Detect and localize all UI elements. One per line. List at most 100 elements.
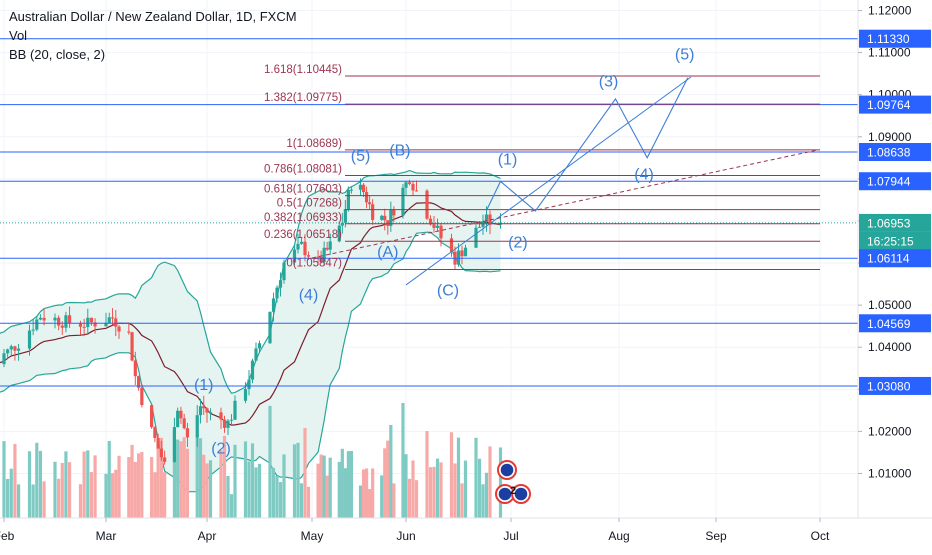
candle-body[interactable]: [38, 317, 43, 320]
price-tag[interactable]: [859, 95, 931, 114]
candle-body[interactable]: [383, 215, 387, 221]
candle-body[interactable]: [343, 209, 347, 223]
candle-body[interactable]: [172, 427, 177, 462]
price-tag[interactable]: [859, 29, 931, 48]
candle-body[interactable]: [346, 189, 350, 210]
candle-body[interactable]: [435, 225, 440, 228]
candle-body[interactable]: [67, 315, 72, 324]
candle-body[interactable]: [361, 184, 366, 193]
candle-body[interactable]: [337, 225, 341, 242]
candle-body[interactable]: [296, 243, 300, 250]
candle-body[interactable]: [278, 280, 283, 288]
candle-body[interactable]: [53, 317, 57, 321]
candle-body[interactable]: [78, 323, 83, 327]
wave-projection-path[interactable]: [486, 77, 689, 212]
candle-body[interactable]: [425, 190, 429, 219]
price-tag[interactable]: [859, 213, 931, 232]
candle-body[interactable]: [275, 287, 279, 299]
candle-body[interactable]: [407, 182, 412, 184]
candle-body[interactable]: [195, 415, 199, 438]
price-tag[interactable]: [859, 314, 931, 333]
candle-body[interactable]: [340, 222, 344, 226]
candle-body[interactable]: [107, 317, 111, 323]
candle-body[interactable]: [449, 238, 454, 252]
candle-body[interactable]: [27, 330, 32, 349]
volume-indicator-label[interactable]: Vol: [9, 28, 28, 43]
trendline[interactable]: [405, 76, 692, 286]
candle-body[interactable]: [371, 204, 375, 220]
candle-body[interactable]: [182, 418, 186, 429]
candle-body[interactable]: [2, 353, 6, 365]
candle-body[interactable]: [229, 419, 234, 421]
candle-body[interactable]: [140, 387, 144, 405]
candle-body[interactable]: [136, 376, 141, 388]
candle-body[interactable]: [474, 227, 478, 248]
candle-body[interactable]: [414, 190, 419, 192]
candle-body[interactable]: [306, 255, 311, 257]
candle-body[interactable]: [477, 226, 482, 228]
price-tag[interactable]: [859, 376, 931, 395]
candle-body[interactable]: [163, 457, 167, 462]
candle-body[interactable]: [404, 182, 408, 188]
candle-body[interactable]: [42, 317, 46, 321]
candle-body[interactable]: [35, 319, 39, 330]
candle-body[interactable]: [82, 326, 86, 328]
trendline[interactable]: [311, 149, 817, 259]
candle-body[interactable]: [205, 408, 209, 413]
candle-body[interactable]: [185, 428, 190, 438]
candle-body[interactable]: [257, 343, 262, 349]
candle-body[interactable]: [64, 315, 68, 328]
symbol-title[interactable]: Australian Dollar / New Zealand Dollar, …: [9, 9, 297, 24]
candle-body[interactable]: [319, 256, 323, 263]
candle-body[interactable]: [247, 379, 251, 390]
candle-body[interactable]: [268, 311, 272, 344]
price-tag[interactable]: [859, 143, 931, 162]
candle-body[interactable]: [254, 348, 258, 361]
candle-body[interactable]: [328, 241, 332, 250]
candle-body[interactable]: [358, 184, 363, 190]
price-tag[interactable]: [859, 172, 931, 191]
candle-body[interactable]: [104, 322, 108, 327]
candle-body[interactable]: [349, 189, 354, 191]
candle-body[interactable]: [364, 192, 369, 203]
candle-body[interactable]: [133, 360, 137, 377]
candle-body[interactable]: [325, 247, 329, 250]
candle-body[interactable]: [110, 317, 115, 319]
candle-body[interactable]: [439, 225, 443, 239]
candle-body[interactable]: [411, 183, 415, 191]
candle-body[interactable]: [250, 360, 255, 380]
candle-body[interactable]: [222, 419, 227, 428]
candle-body[interactable]: [117, 326, 121, 332]
candle-body[interactable]: [303, 241, 307, 256]
candle-body[interactable]: [282, 262, 286, 281]
candle-body[interactable]: [463, 247, 468, 257]
candle-body[interactable]: [292, 249, 297, 263]
candle-body[interactable]: [401, 187, 405, 216]
bollinger-indicator-label[interactable]: BB (20, close, 2): [9, 47, 106, 62]
candle-body[interactable]: [233, 400, 237, 420]
candle-body[interactable]: [130, 332, 134, 361]
candle-body[interactable]: [198, 406, 203, 416]
candle-body[interactable]: [456, 250, 461, 265]
price-axis-panel[interactable]: [858, 0, 932, 550]
candle-body[interactable]: [299, 241, 304, 244]
candle-body[interactable]: [428, 218, 433, 225]
candle-body[interactable]: [368, 202, 372, 205]
candle-body[interactable]: [57, 317, 61, 326]
candle-body[interactable]: [226, 420, 230, 428]
candle-body[interactable]: [481, 222, 485, 227]
candle-body[interactable]: [219, 412, 223, 420]
candle-body[interactable]: [179, 410, 183, 419]
candle-body[interactable]: [127, 331, 131, 333]
candle-body[interactable]: [153, 427, 157, 439]
candle-body[interactable]: [432, 224, 436, 228]
candle-body[interactable]: [13, 346, 17, 351]
candle-body[interactable]: [380, 215, 384, 220]
candle-body[interactable]: [16, 348, 21, 351]
candle-body[interactable]: [114, 318, 118, 327]
candle-body[interactable]: [9, 346, 13, 350]
candle-body[interactable]: [176, 410, 180, 428]
candle-body[interactable]: [322, 247, 326, 263]
